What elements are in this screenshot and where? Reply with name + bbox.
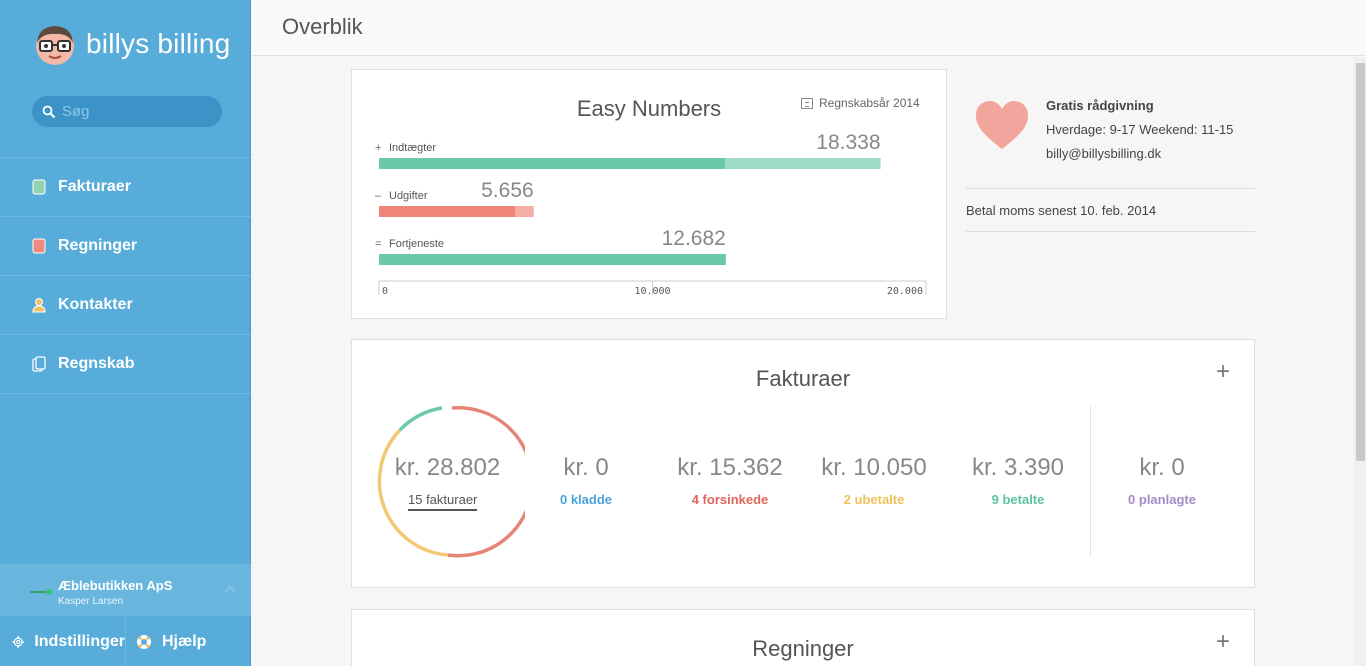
- stat-amount: kr. 15.362: [677, 454, 783, 481]
- easy-numbers-card: Easy Numbers Regnskabsår 2014 0 10.000 20.…: [351, 69, 947, 319]
- bills-card: Regninger +: [351, 609, 1255, 666]
- stat-overdue[interactable]: kr. 15.362 4 forsinkede: [660, 454, 800, 507]
- scrollbar-track[interactable]: [1354, 57, 1366, 666]
- billy-face-icon: [36, 26, 74, 65]
- bar-segment-0: [725, 158, 881, 169]
- stat-unpaid[interactable]: kr. 10.050 2 ubetalte: [804, 454, 944, 507]
- bar-value-udgifter: 5.656: [481, 179, 534, 202]
- heart-icon: [976, 101, 1028, 149]
- easy-numbers-title: Easy Numbers: [576, 96, 722, 121]
- gear-icon: [12, 635, 24, 648]
- bar-1: [379, 206, 534, 217]
- bar-label-udgifter: Udgifter: [389, 190, 428, 202]
- settings-label: Indstillinger: [34, 632, 125, 650]
- fiscal-year-label: Regnskabsår 2014: [819, 96, 920, 110]
- company-name: Æblebutikken ApS: [58, 578, 173, 593]
- search-box[interactable]: [32, 96, 222, 127]
- add-bill-button[interactable]: +: [1215, 628, 1230, 655]
- stat-amount: kr. 0: [563, 454, 609, 481]
- help-label: Hjælp: [162, 632, 207, 650]
- company-status-line: [30, 591, 50, 593]
- support-email[interactable]: billy@billysbilling.dk: [1046, 146, 1162, 161]
- settings-button[interactable]: Indstillinger: [0, 616, 126, 666]
- logo-text: billys billing: [86, 28, 231, 59]
- vat-notice: Betal moms senest 10. feb. 2014: [966, 203, 1157, 218]
- stat-amount: kr. 0: [1139, 454, 1185, 481]
- sidebar-item-label: Regnskab: [58, 355, 135, 372]
- bar-2: [379, 254, 726, 265]
- topbar: Overblik: [252, 0, 1366, 56]
- stat-label: 0 planlagte: [1128, 492, 1196, 507]
- invoices-total-amount: kr. 28.802: [394, 454, 501, 481]
- bills-title: Regninger: [752, 636, 854, 661]
- stat-amount: kr. 10.050: [821, 454, 927, 481]
- chevron-up-icon: [224, 585, 236, 593]
- fiscal-year-selector[interactable]: Regnskabsår 2014: [801, 96, 920, 110]
- sidebar-item-label: Kontakter: [58, 296, 133, 313]
- bill-icon: [32, 238, 46, 254]
- sidebar-item-label: Regninger: [58, 237, 138, 254]
- divider: [1090, 406, 1091, 556]
- stat-label: 2 ubetalte: [843, 492, 905, 507]
- lifebuoy-icon: [137, 634, 151, 649]
- sidebar-nav: Fakturaer Regninger Kontakter Regnskab: [0, 157, 251, 394]
- x-tick-label: 0: [382, 286, 388, 297]
- divider: [966, 231, 1255, 232]
- x-tick-label: 20.000: [887, 286, 923, 297]
- stat-scheduled[interactable]: kr. 0 0 planlagte: [1092, 454, 1232, 507]
- sidebar: billys billing Fakturaer Regninger Konta…: [0, 0, 251, 666]
- bar-0: [379, 158, 881, 169]
- bar-label-indtaegter: Indtægter: [389, 142, 437, 154]
- bar-value-fortjeneste: 12.682: [661, 227, 726, 250]
- bar-symbol: =: [375, 238, 382, 250]
- calendar-icon: [801, 97, 813, 109]
- company-status-dot: [46, 589, 52, 595]
- stat-label: 0 kladde: [559, 492, 613, 507]
- invoices-donut-chart: [377, 405, 525, 558]
- bar-value-indtaegter: 18.338: [816, 131, 881, 154]
- search-input[interactable]: [62, 103, 212, 120]
- company-switcher[interactable]: Æblebutikken ApS Kasper Larsen: [0, 564, 251, 615]
- bar-symbol: –: [375, 190, 382, 202]
- contact-icon: [32, 298, 46, 313]
- invoices-total-count[interactable]: 15 fakturaer: [408, 492, 478, 511]
- stat-paid[interactable]: kr. 3.390 9 betalte: [948, 454, 1088, 507]
- page-title: Overblik: [282, 14, 363, 39]
- invoices-card: Fakturaer + kr. 28.802 15 fakturaer kr. …: [351, 339, 1255, 588]
- easy-numbers-chart: 0 10.000 20.000: [378, 158, 927, 297]
- sidebar-footer: Indstillinger Hjælp: [0, 615, 251, 666]
- stat-amount: kr. 3.390: [971, 454, 1065, 481]
- stat-draft[interactable]: kr. 0 0 kladde: [516, 454, 656, 507]
- help-button[interactable]: Hjælp: [126, 616, 206, 666]
- sidebar-item-regninger[interactable]: Regninger: [0, 217, 251, 276]
- bar-symbol: +: [375, 142, 382, 154]
- support-hours: Hverdage: 9-17 Weekend: 11-15: [1046, 122, 1234, 137]
- sidebar-item-fakturaer[interactable]: Fakturaer: [0, 158, 251, 217]
- accounting-icon: [32, 356, 46, 372]
- sidebar-item-label: Fakturaer: [58, 178, 131, 195]
- invoice-icon: [32, 179, 46, 195]
- bar-segment-1: [515, 206, 534, 217]
- x-tick-label: 10.000: [634, 286, 670, 297]
- logo[interactable]: billys billing: [32, 20, 230, 68]
- sidebar-item-kontakter[interactable]: Kontakter: [0, 276, 251, 335]
- sidebar-item-regnskab[interactable]: Regnskab: [0, 335, 251, 394]
- search-icon: [42, 105, 56, 118]
- divider: [966, 188, 1255, 189]
- invoices-title: Fakturaer: [755, 366, 851, 391]
- scrollbar-thumb[interactable]: [1356, 63, 1365, 461]
- company-user: Kasper Larsen: [58, 596, 124, 607]
- stat-label: 4 forsinkede: [691, 492, 769, 507]
- bar-label-fortjeneste: Fortjeneste: [389, 238, 445, 250]
- support-title: Gratis rådgivning: [1046, 98, 1154, 113]
- stat-label: 9 betalte: [991, 492, 1045, 507]
- add-invoice-button[interactable]: +: [1215, 358, 1230, 385]
